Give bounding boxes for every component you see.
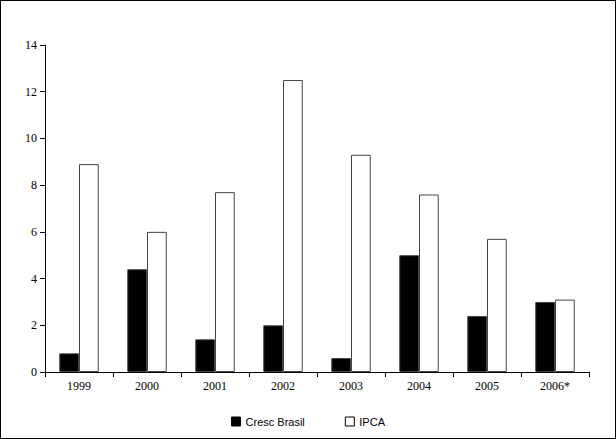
svg-text:2: 2 — [31, 318, 37, 332]
svg-text:2006*: 2006* — [540, 379, 570, 393]
svg-text:2004: 2004 — [407, 379, 431, 393]
svg-text:2005: 2005 — [475, 379, 499, 393]
svg-text:8: 8 — [31, 178, 37, 192]
svg-text:0: 0 — [31, 365, 37, 379]
svg-text:4: 4 — [31, 272, 37, 286]
svg-text:12: 12 — [25, 85, 37, 99]
svg-text:Cresc Brasil: Cresc Brasil — [246, 416, 305, 428]
svg-text:1999: 1999 — [67, 379, 91, 393]
svg-text:IPCA: IPCA — [359, 416, 385, 428]
svg-text:14: 14 — [25, 38, 37, 52]
svg-text:10: 10 — [25, 131, 37, 145]
svg-text:2001: 2001 — [203, 379, 227, 393]
svg-text:2003: 2003 — [339, 379, 363, 393]
svg-text:6: 6 — [31, 225, 37, 239]
svg-text:2000: 2000 — [135, 379, 159, 393]
svg-text:2002: 2002 — [271, 379, 295, 393]
